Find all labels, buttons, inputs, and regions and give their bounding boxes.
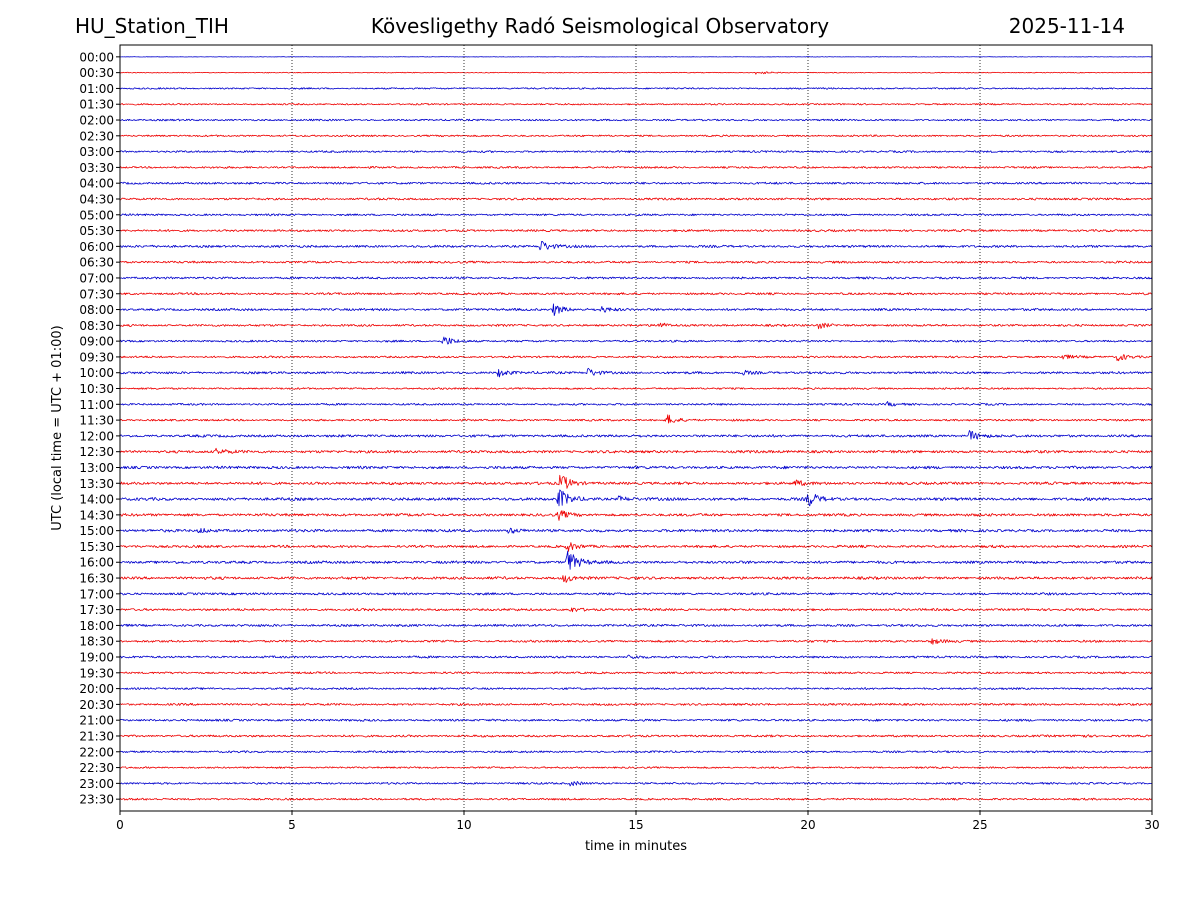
trace-1430 (119, 510, 1153, 521)
y-tick-label: 19:00 (79, 651, 114, 665)
y-tick-label: 04:00 (79, 177, 114, 191)
y-tick-label: 01:30 (79, 98, 114, 112)
y-tick-label: 11:00 (79, 398, 114, 412)
y-tick-label: 01:00 (79, 82, 114, 96)
y-tick-label: 14:00 (79, 493, 114, 507)
y-tick-label: 10:00 (79, 366, 114, 380)
trace-1300 (119, 465, 1153, 470)
trace-0700 (119, 276, 1153, 280)
y-tick-label: 09:30 (79, 350, 114, 364)
trace-0500 (119, 213, 1153, 217)
y-tick-label: 00:30 (79, 66, 114, 80)
x-tick-label: 25 (972, 818, 987, 832)
y-tick-label: 20:30 (79, 698, 114, 712)
x-tick-label: 5 (288, 818, 296, 832)
y-tick-label: 22:30 (79, 761, 114, 775)
y-tick-label: 17:30 (79, 603, 114, 617)
y-tick-label: 09:00 (79, 335, 114, 349)
x-axis-label: time in minutes (585, 839, 687, 854)
y-tick-label: 08:00 (79, 303, 114, 317)
y-tick-label: 16:30 (79, 572, 114, 586)
y-tick-label: 11:30 (79, 414, 114, 428)
trace-2000 (119, 687, 1153, 691)
y-tick-label: 16:00 (79, 556, 114, 570)
trace-1500 (119, 527, 1153, 534)
y-tick-label: 07:30 (79, 287, 114, 301)
y-tick-label: 00:00 (79, 50, 114, 64)
y-tick-label: 02:00 (79, 114, 114, 128)
y-tick-label: 18:00 (79, 619, 114, 633)
y-axis-label: UTC (local time = UTC + 01:00) (50, 325, 65, 530)
y-tick-label: 18:30 (79, 635, 114, 649)
y-tick-label: 21:30 (79, 729, 114, 743)
y-tick-label: 07:00 (79, 271, 114, 285)
y-tick-label: 10:30 (79, 382, 114, 396)
y-tick-label: 20:00 (79, 682, 114, 696)
y-tick-label: 05:30 (79, 224, 114, 238)
y-tick-label: 22:00 (79, 745, 114, 759)
date-title: 2025-11-14 (1008, 14, 1125, 38)
trace-1200 (119, 430, 1153, 440)
trace-0330 (119, 165, 1153, 169)
y-tick-label: 17:00 (79, 587, 114, 601)
gridline-group (291, 45, 981, 811)
trace-1230 (119, 447, 1153, 454)
x-tick-label: 30 (1144, 818, 1159, 832)
trace-0600 (119, 240, 1153, 251)
x-tick-label: 15 (628, 818, 643, 832)
y-tick-label: 13:30 (79, 477, 114, 491)
x-axis: 0 5 10 15 20 25 30 (116, 811, 1160, 832)
trace-0830 (119, 322, 1153, 330)
x-tick-label: 10 (456, 818, 471, 832)
trace-1830 (119, 638, 1153, 645)
y-tick-label: 02:30 (79, 129, 114, 143)
y-tick-label: 04:30 (79, 192, 114, 206)
trace-2200 (119, 750, 1152, 754)
y-tick-label: 15:00 (79, 524, 114, 538)
trace-1130 (119, 414, 1153, 424)
y-tick-label: 23:30 (79, 793, 114, 807)
y-tick-label: 12:00 (79, 429, 114, 443)
y-tick-label: 03:00 (79, 145, 114, 159)
trace-1600 (119, 550, 1153, 570)
observatory-title: Kövesligethy Radó Seismological Observat… (370, 14, 830, 38)
y-tick-label: 12:30 (79, 445, 114, 459)
y-tick-label: 08:30 (79, 319, 114, 333)
y-tick-label: 19:30 (79, 666, 114, 680)
trace-1100 (119, 401, 1153, 407)
trace-0530 (119, 229, 1153, 233)
y-tick-label: 15:30 (79, 540, 114, 554)
trace-0130 (119, 103, 1153, 106)
trace-2030 (119, 702, 1153, 706)
trace-1630 (119, 575, 1153, 583)
y-tick-label: 03:30 (79, 161, 114, 175)
y-tick-label: 06:00 (79, 240, 114, 254)
trace-0730 (119, 292, 1153, 296)
y-tick-label: 23:00 (79, 777, 114, 791)
y-tick-label: 06:30 (79, 256, 114, 270)
trace-0900 (119, 336, 1153, 345)
y-tick-label: 14:30 (79, 508, 114, 522)
station-title: HU_Station_TIH (75, 14, 229, 38)
x-tick-label: 0 (116, 818, 124, 832)
y-tick-label: 05:00 (79, 208, 114, 222)
trace-1030 (119, 387, 1153, 390)
x-tick-label: 20 (800, 818, 815, 832)
y-tick-label: 21:00 (79, 714, 114, 728)
y-tick-label: 13:00 (79, 461, 114, 475)
